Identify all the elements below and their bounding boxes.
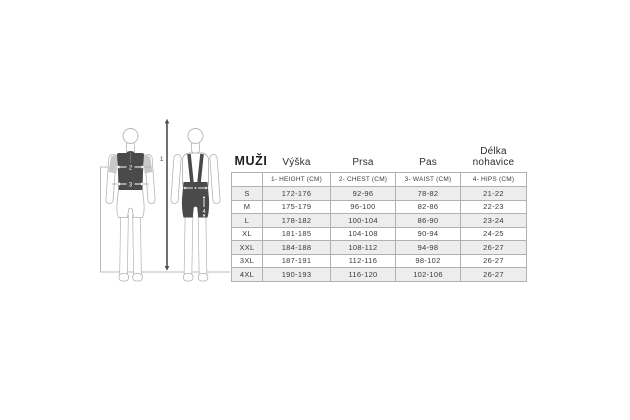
subheader-empty-cell [231, 172, 263, 187]
size-cell: M [231, 199, 263, 214]
waist-cell: 94-98 [395, 240, 461, 255]
table-title-row: MUŽI Výška Prsa Pas Délka nohavice [232, 142, 527, 173]
height-cell: 178-182 [262, 213, 331, 228]
column-header-waist: Pas [419, 157, 437, 168]
size-cell: XL [231, 226, 263, 241]
waist-measure-line: 3 [112, 182, 149, 188]
front-shorts [116, 188, 145, 218]
waist-cell: 82-86 [395, 199, 461, 214]
table-row: XL 181-185 104-108 90-94 24-25 [231, 226, 527, 241]
table-row: L 178-182 100-104 86-90 23-24 [231, 213, 527, 228]
hips-cell: 26-27 [460, 253, 527, 268]
size-cell: 3XL [231, 253, 263, 268]
table-row: XXL 184-188 108-112 94-98 26-27 [231, 240, 527, 255]
frame-bracket [100, 166, 230, 273]
chest-cell: 100-104 [330, 213, 396, 228]
waist-cell: 90-94 [395, 226, 461, 241]
chest-label: 2 [129, 165, 133, 171]
leg-length-measure-line: 4 [202, 196, 206, 218]
height-cell: 181-185 [262, 226, 331, 241]
hips-cell: 22-23 [460, 199, 527, 214]
waist-label: 3 [129, 182, 133, 188]
bib-strap-left [187, 153, 194, 184]
height-cell: 175-179 [262, 199, 331, 214]
height-cell: 184-188 [262, 240, 331, 255]
waist-cell: 78-82 [395, 186, 461, 201]
mens-size-table: MUŽI Výška Prsa Pas Délka nohavice 1- HE… [231, 142, 527, 282]
table-row: 3XL 187-191 112-116 98-102 26-27 [231, 253, 527, 268]
height-cell: 172-176 [262, 186, 331, 201]
back-head [187, 128, 204, 144]
waist-cell: 102-106 [395, 267, 461, 282]
measurement-frame [100, 166, 230, 273]
waist-cell: 86-90 [395, 213, 461, 228]
chest-cell: 96-100 [330, 199, 396, 214]
left-sleeve [108, 154, 118, 174]
hips-cell: 26-27 [460, 267, 527, 282]
size-cell: 4XL [231, 267, 263, 282]
hips-cell: 24-25 [460, 226, 527, 241]
right-sleeve [143, 154, 153, 174]
hips-cell: 26-27 [460, 240, 527, 255]
height-label: 1 [160, 156, 164, 163]
chest-cell: 104-108 [330, 226, 396, 241]
chest-cell: 92-96 [330, 186, 396, 201]
bib-shorts [181, 182, 210, 218]
chest-measure-line: 2 [116, 165, 151, 171]
table-title: MUŽI [234, 154, 268, 168]
size-cell: S [231, 186, 263, 201]
subheader-height: 1- HEIGHT (CM) [262, 172, 331, 187]
front-head [122, 128, 139, 144]
table-row: 4XL 190-193 116-120 102-106 26-27 [231, 267, 527, 282]
subheader-hips: 4- HIPS (CM) [460, 172, 527, 187]
subheader-chest: 2- CHEST (CM) [330, 172, 396, 187]
size-cell: XXL [231, 240, 263, 255]
table-row: M 175-179 96-100 82-86 22-23 [231, 199, 527, 214]
chest-cell: 112-116 [330, 253, 396, 268]
height-cell: 190-193 [262, 267, 331, 282]
front-figure: 2 3 [105, 128, 156, 282]
jersey [117, 151, 144, 190]
column-header-leg: Délka nohavice [472, 146, 515, 168]
bib-strap-right [197, 153, 204, 184]
size-cell: L [231, 213, 263, 228]
hip-measure-line [183, 186, 208, 190]
column-header-height: Výška [282, 157, 311, 168]
chest-cell: 108-112 [330, 240, 396, 255]
subheader-waist: 3- WAIST (CM) [395, 172, 461, 187]
column-header-chest: Prsa [352, 157, 374, 168]
waist-cell: 98-102 [395, 253, 461, 268]
hips-cell: 21-22 [460, 186, 527, 201]
men-size-diagram: 2 3 [100, 118, 230, 282]
hips-cell: 23-24 [460, 213, 527, 228]
chest-cell: 116-120 [330, 267, 396, 282]
table-row: S 172-176 92-96 78-82 21-22 [231, 186, 527, 201]
height-measure-line: 1 [160, 118, 170, 271]
height-cell: 187-191 [262, 253, 331, 268]
back-figure: 4 [170, 128, 221, 282]
leg-length-label: 4 [202, 209, 205, 215]
table-subheader-row: 1- HEIGHT (CM) 2- CHEST (CM) 3- WAIST (C… [231, 172, 527, 187]
size-table-container: MUŽI Výška Prsa Pas Délka nohavice 1- HE… [231, 142, 527, 282]
